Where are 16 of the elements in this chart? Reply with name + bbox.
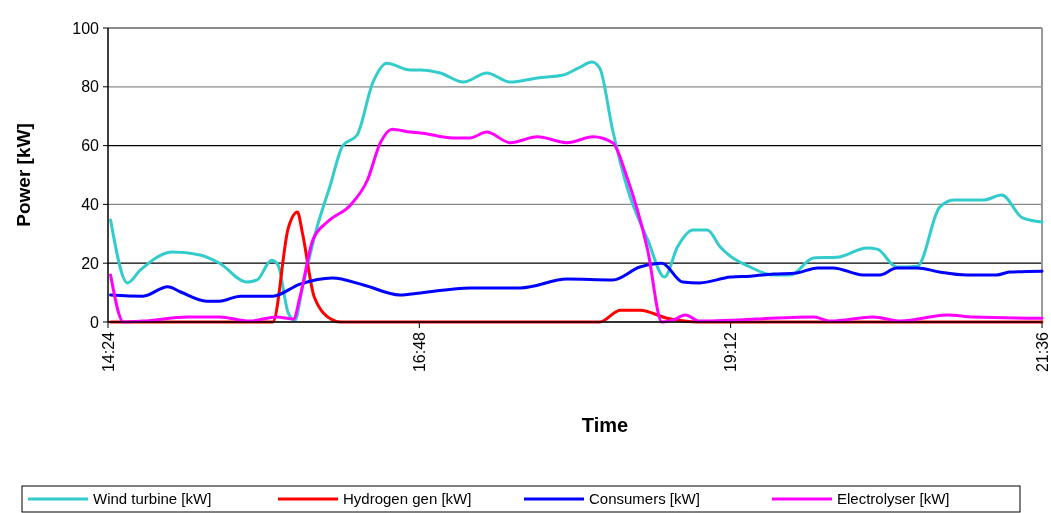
legend-label: Hydrogen gen [kW] xyxy=(343,490,472,508)
y-tick-label: 60 xyxy=(81,137,100,155)
x-tick-label: 14:24 xyxy=(99,331,117,373)
x-tick-label: 21:36 xyxy=(1033,331,1051,373)
x-tick-label: 19:12 xyxy=(722,331,740,373)
y-tick-label: 0 xyxy=(90,313,100,331)
y-axis-title: Power [kW] xyxy=(13,123,34,227)
legend-label: Electrolyser [kW] xyxy=(837,490,950,508)
x-tick-label: 16:48 xyxy=(410,331,428,373)
y-tick-label: 80 xyxy=(81,78,100,96)
legend-label: Wind turbine [kW] xyxy=(93,490,212,508)
legend-label: Consumers [kW] xyxy=(589,490,700,508)
y-tick-label: 20 xyxy=(81,254,100,272)
x-axis-title: Time xyxy=(581,414,629,436)
y-tick-label: 100 xyxy=(72,19,100,37)
y-tick-label: 40 xyxy=(81,196,100,213)
